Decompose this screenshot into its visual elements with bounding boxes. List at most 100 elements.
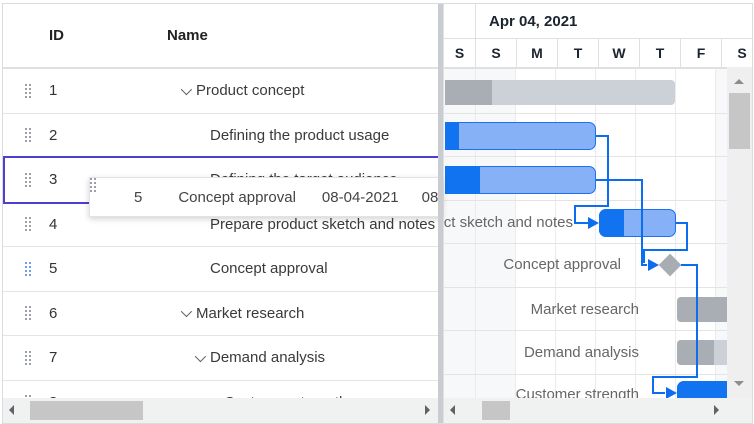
column-header-name[interactable]: Name xyxy=(167,27,208,44)
treegrid-panel: ID Name 1 Product concept 2 Defining the pr… xyxy=(3,4,442,423)
treegrid-row[interactable]: 7 Demand analysis xyxy=(3,336,438,381)
chart-body: Prepare product sketch and notes Concept … xyxy=(444,69,752,398)
column-header-id[interactable]: ID xyxy=(49,27,64,44)
chart-horizontal-scrollbar[interactable] xyxy=(444,398,752,423)
vscroll-thumb[interactable] xyxy=(729,93,750,149)
row-name-cell: Market research xyxy=(141,305,438,322)
task-name-label: Defining the product usage xyxy=(210,126,390,144)
row-name-cell: Defining the product usage xyxy=(141,127,438,144)
scroll-right-icon[interactable] xyxy=(425,405,430,415)
chart-row xyxy=(444,287,752,331)
taskbar-progress xyxy=(445,80,492,105)
taskbar-label: Customer strength xyxy=(515,385,639,399)
taskbar[interactable] xyxy=(599,209,676,237)
timeline-day-cell: F xyxy=(681,39,722,67)
treegrid-row[interactable]: 6 Market research xyxy=(3,291,438,336)
drag-handle-icon[interactable] xyxy=(25,395,31,398)
timeline-day-cell: S xyxy=(444,39,476,67)
timeline-day-cell: T xyxy=(558,39,599,67)
drag-dots-glyph xyxy=(25,172,27,175)
row-id-cell: 8 xyxy=(49,394,57,398)
drag-handle-icon[interactable] xyxy=(25,172,31,187)
drag-dots-glyph xyxy=(25,261,27,264)
chart-row xyxy=(444,69,752,114)
panel-splitter[interactable] xyxy=(438,4,443,423)
day-gridline xyxy=(595,69,596,398)
treegrid-row[interactable]: 1 Product concept xyxy=(3,69,438,114)
scroll-left-icon[interactable] xyxy=(9,405,14,415)
taskbar-progress xyxy=(445,122,459,150)
treegrid-row[interactable]: 2 Defining the product usage xyxy=(3,113,438,158)
drag-handle-icon[interactable] xyxy=(25,306,31,320)
day-gridline xyxy=(515,69,516,398)
task-name-label: Product concept xyxy=(196,82,305,100)
drag-handle-icon[interactable] xyxy=(25,217,31,231)
taskbar-label: Prepare product sketch and notes xyxy=(444,214,573,231)
taskbar-progress xyxy=(599,209,624,237)
chart-row xyxy=(444,330,752,375)
chart-hscroll-thumb[interactable] xyxy=(482,401,510,420)
grid-hscroll-thumb[interactable] xyxy=(30,401,143,420)
drag-tooltip-id: 5 xyxy=(134,188,143,206)
chart-vertical-scrollbar[interactable] xyxy=(727,67,752,398)
collapse-chevron-icon[interactable] xyxy=(188,350,210,362)
row-name-cell: Prepare product sketch and notes xyxy=(141,216,438,233)
taskbar-progress xyxy=(445,166,480,194)
row-id-cell: 2 xyxy=(49,126,58,144)
grid-horizontal-scrollbar[interactable] xyxy=(3,398,438,423)
drag-handle-icon[interactable] xyxy=(25,83,31,98)
treegrid-row[interactable]: 8 Customer strength xyxy=(3,380,438,398)
row-name-cell: Customer strength xyxy=(141,394,438,398)
treegrid-row[interactable]: 5 Concept approval xyxy=(3,247,438,292)
scroll-up-icon[interactable] xyxy=(734,79,744,84)
row-id-cell: 4 xyxy=(49,215,58,233)
row-id-cell: 7 xyxy=(49,349,58,367)
row-id-cell: 6 xyxy=(49,304,58,322)
treegrid-header: ID Name xyxy=(3,4,438,69)
day-gridline xyxy=(555,69,556,398)
task-name-label: Concept approval xyxy=(210,260,328,278)
taskbar-progress xyxy=(677,340,714,365)
timeline-day-cell: M xyxy=(517,39,558,67)
drag-tooltip-task-name: Concept approval xyxy=(178,188,296,206)
timeline-day-cell: T xyxy=(640,39,681,67)
drag-handle-icon[interactable] xyxy=(25,128,31,142)
collapse-chevron-icon[interactable] xyxy=(174,83,196,95)
chevron-down-glyph xyxy=(180,306,193,318)
row-name-cell: Concept approval xyxy=(141,260,438,277)
parent-taskbar[interactable] xyxy=(445,80,675,105)
drag-dots-glyph xyxy=(25,128,27,131)
drag-dots-glyph xyxy=(25,306,27,309)
task-name-label: Demand analysis xyxy=(210,349,326,367)
row-id-cell: 5 xyxy=(49,260,58,278)
day-gridline xyxy=(475,69,476,398)
drag-handle-icon[interactable] xyxy=(25,350,31,365)
scroll-right-icon[interactable] xyxy=(714,405,719,415)
timeline-day-cell: S xyxy=(476,39,517,67)
drag-handle-icon[interactable] xyxy=(25,261,31,276)
task-name-label: Customer strength xyxy=(224,394,347,398)
taskbar[interactable] xyxy=(445,166,596,194)
drag-dots-glyph xyxy=(25,83,27,86)
task-name-label: Prepare product sketch and notes xyxy=(210,215,436,233)
scroll-left-icon[interactable] xyxy=(450,405,455,415)
drag-tooltip-start-date: 08-04-2021 xyxy=(321,188,399,206)
scroll-down-icon[interactable] xyxy=(734,381,744,386)
taskbar-label: Demand analysis xyxy=(523,343,639,361)
task-name-label: Market research xyxy=(196,304,305,322)
treegrid-body: 1 Product concept 2 Defining the product us… xyxy=(3,69,438,398)
drag-dots-glyph xyxy=(25,395,27,398)
chevron-down-glyph xyxy=(180,83,193,95)
row-id-cell: 3 xyxy=(49,171,58,189)
taskbar-label: Concept approval xyxy=(503,256,621,273)
taskbar[interactable] xyxy=(445,122,596,150)
drag-handle-icon xyxy=(90,178,113,204)
row-name-cell: Demand analysis xyxy=(141,349,438,366)
collapse-chevron-icon[interactable] xyxy=(174,306,196,318)
timeline-day-cell: W xyxy=(599,39,640,67)
drag-dots-glyph xyxy=(25,217,27,220)
drag-tooltip-end-date: 08 xyxy=(421,188,439,206)
